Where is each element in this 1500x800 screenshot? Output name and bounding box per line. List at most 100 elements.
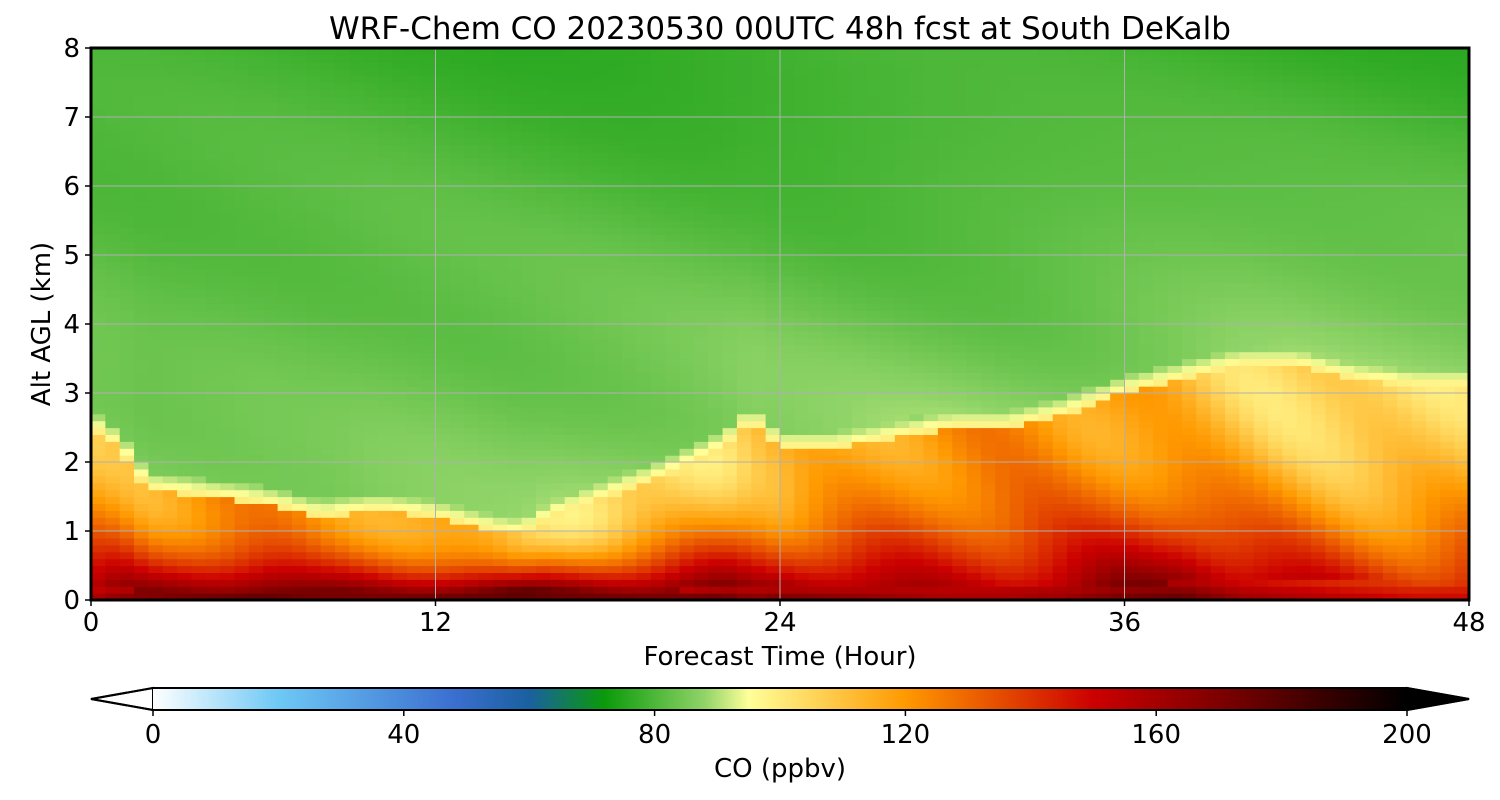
heat-cell <box>765 96 781 104</box>
heat-cell <box>478 213 494 222</box>
heat-cell <box>363 117 379 125</box>
heat-cell <box>392 531 408 539</box>
heat-cell <box>478 593 494 600</box>
heat-cell <box>780 558 795 567</box>
heat-cell <box>134 365 150 373</box>
heat-cell <box>205 144 221 153</box>
heat-cell <box>406 420 422 429</box>
heat-cell <box>851 282 867 291</box>
heat-cell <box>579 206 594 215</box>
heat-cell <box>794 358 810 366</box>
heat-cell <box>91 82 106 90</box>
heat-cell <box>492 172 508 180</box>
heat-cell <box>277 537 293 546</box>
heat-cell <box>177 317 193 325</box>
heat-cell <box>636 172 652 180</box>
heat-cell <box>923 558 939 567</box>
heat-cell <box>435 172 451 180</box>
heat-cell <box>105 310 121 318</box>
heat-cell <box>464 593 480 600</box>
heat-cell <box>650 213 666 222</box>
heat-cell <box>722 151 738 159</box>
heat-cell <box>421 482 437 491</box>
heat-cell <box>435 310 451 318</box>
heat-cell <box>177 510 193 518</box>
heat-cell <box>866 517 882 525</box>
heat-cell <box>679 123 695 132</box>
heat-cell <box>363 296 379 304</box>
heat-cell <box>421 117 437 125</box>
heat-cell <box>406 89 422 97</box>
heat-cell <box>780 220 795 228</box>
heat-cell <box>937 317 953 325</box>
heat-cell <box>751 75 767 84</box>
heat-cell <box>780 475 795 484</box>
heat-cell <box>593 351 609 360</box>
heat-cell <box>378 96 394 104</box>
heat-cell <box>478 399 494 408</box>
heat-cell <box>751 268 767 277</box>
heat-cell <box>392 220 408 228</box>
heat-cell <box>162 462 178 470</box>
heat-cell <box>794 186 810 194</box>
heat-cell <box>320 117 336 125</box>
heat-cell <box>449 344 465 353</box>
heat-cell <box>277 303 293 311</box>
heat-cell <box>220 241 236 249</box>
heat-cell <box>693 386 709 394</box>
heat-cell <box>794 89 810 97</box>
heat-cell <box>234 496 250 504</box>
heat-cell <box>277 468 293 477</box>
heat-cell <box>335 206 350 215</box>
heat-cell <box>191 330 207 339</box>
heat-cell <box>521 82 537 90</box>
heat-cell <box>306 248 322 256</box>
heat-cell <box>894 130 910 139</box>
heat-cell <box>478 337 494 346</box>
heat-cell <box>636 289 652 297</box>
heat-cell <box>636 54 652 63</box>
heat-cell <box>851 551 867 560</box>
heat-cell <box>808 496 824 504</box>
heat-cell <box>550 206 566 215</box>
heat-cell <box>306 151 322 159</box>
heat-cell <box>421 372 437 380</box>
heat-cell <box>449 558 465 567</box>
heat-cell <box>521 241 537 249</box>
heat-cell <box>823 186 839 194</box>
heat-cell <box>693 213 709 222</box>
heat-cell <box>823 468 839 477</box>
heat-cell <box>521 427 537 435</box>
heat-cell <box>449 468 465 477</box>
heat-cell <box>894 531 910 539</box>
heat-cell <box>306 558 322 567</box>
heat-cell <box>550 255 566 263</box>
heat-cell <box>435 386 451 394</box>
heat-cell <box>909 386 925 394</box>
heat-cell <box>191 434 207 442</box>
heat-cell <box>952 551 968 560</box>
heat-cell <box>234 255 250 263</box>
heat-cell <box>306 393 322 401</box>
heat-cell <box>449 593 465 600</box>
heat-cell <box>894 268 910 277</box>
heat-cell <box>492 317 508 325</box>
heat-cell <box>220 206 236 215</box>
heat-cell <box>248 275 264 284</box>
heat-cell <box>535 282 551 291</box>
heat-cell <box>593 151 609 159</box>
heat-cell <box>952 68 968 77</box>
heat-cell <box>449 96 465 104</box>
heat-cell <box>693 517 709 525</box>
heat-cell <box>693 427 709 435</box>
heat-cell <box>679 420 695 429</box>
heat-cell <box>335 524 350 532</box>
heat-cell <box>909 482 925 491</box>
heat-cell <box>306 455 322 463</box>
heat-cell <box>665 310 681 318</box>
heat-cell <box>808 565 824 573</box>
heat-cell <box>607 179 623 187</box>
heat-cell <box>521 289 537 297</box>
heat-cell <box>378 117 394 125</box>
heat-cell <box>263 558 279 567</box>
